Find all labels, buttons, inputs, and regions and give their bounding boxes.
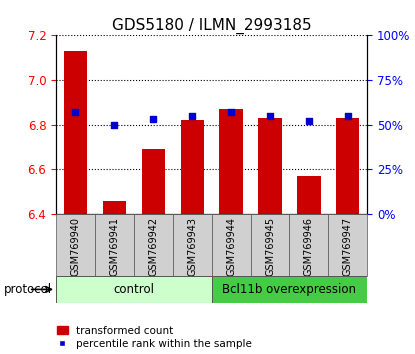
Point: [305, 118, 312, 124]
Point: [228, 109, 234, 115]
Bar: [328, 214, 367, 276]
Bar: [297, 176, 320, 214]
Bar: [64, 51, 87, 214]
Text: GSM769945: GSM769945: [265, 217, 275, 276]
Title: GDS5180 / ILMN_2993185: GDS5180 / ILMN_2993185: [112, 18, 312, 34]
Text: control: control: [113, 283, 154, 296]
Text: Bcl11b overexpression: Bcl11b overexpression: [222, 283, 356, 296]
Point: [344, 113, 351, 119]
Bar: [251, 214, 289, 276]
Bar: [181, 120, 204, 214]
Text: GSM769942: GSM769942: [148, 217, 158, 276]
Text: GSM769940: GSM769940: [71, 217, 81, 276]
Bar: [103, 201, 126, 214]
Text: GSM769941: GSM769941: [110, 217, 120, 276]
Bar: [212, 276, 367, 303]
Legend: transformed count, percentile rank within the sample: transformed count, percentile rank withi…: [57, 326, 252, 349]
Point: [189, 113, 195, 119]
Bar: [56, 214, 95, 276]
Text: GSM769947: GSM769947: [343, 217, 353, 276]
Text: GSM769943: GSM769943: [187, 217, 197, 276]
Text: GSM769944: GSM769944: [226, 217, 236, 276]
Bar: [289, 214, 328, 276]
Bar: [56, 276, 212, 303]
Bar: [212, 214, 251, 276]
Bar: [336, 118, 359, 214]
Point: [150, 116, 156, 122]
Bar: [95, 214, 134, 276]
Bar: [220, 109, 243, 214]
Bar: [173, 214, 212, 276]
Bar: [258, 118, 282, 214]
Bar: [142, 149, 165, 214]
Text: GSM769946: GSM769946: [304, 217, 314, 276]
Text: protocol: protocol: [4, 283, 52, 296]
Point: [72, 109, 79, 115]
Bar: [134, 214, 173, 276]
Point: [267, 113, 273, 119]
Point: [111, 122, 118, 127]
